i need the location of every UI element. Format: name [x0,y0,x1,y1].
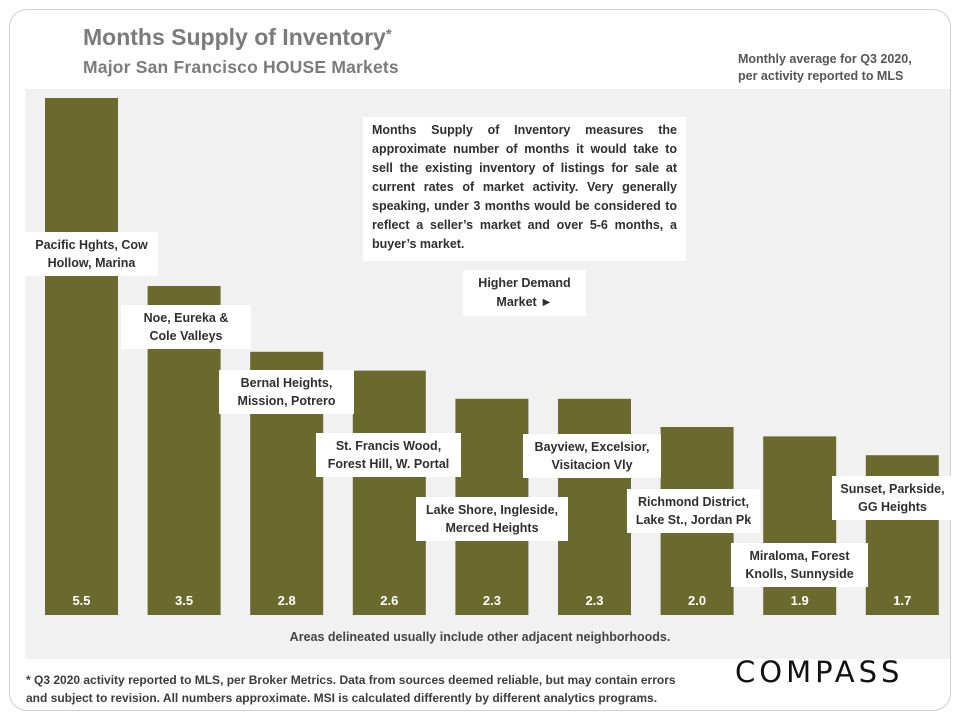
bar-value-label: 2.3 [483,593,501,608]
category-label-line: Miraloma, Forest [749,549,850,563]
period-note-line: per activity reported to MLS [738,69,904,83]
bar [763,436,837,615]
category-label-line: Pacific Hghts, Cow [35,238,148,252]
category-label: Lake Shore, Ingleside, Merced Heights [416,497,568,541]
period-note-line: Monthly average for Q3 2020, [738,52,912,66]
category-label: Noe, Eureka & Cole Valleys [121,305,251,349]
bar-value-label: 2.8 [278,593,296,608]
higher-demand-line: Market ► [496,295,553,309]
chart-subtitle: Major San Francisco HOUSE Markets [83,57,399,77]
bar [558,398,631,615]
bar-value-label: 2.0 [688,593,706,608]
higher-demand-line: Higher Demand [478,276,571,290]
higher-demand-label: Higher Demand Market ► [463,270,586,316]
category-label: Bayview, Excelsior, Visitacion Vly [523,434,661,478]
compass-logo: COMPASS [735,655,904,689]
category-label-line: GG Heights [858,500,927,514]
title-footnote-mark: * [385,26,392,43]
category-label: St. Francis Wood, Forest Hill, W. Portal [316,433,461,477]
category-label-line: Richmond District, [637,495,750,509]
bar-value-label: 1.7 [893,593,911,608]
category-label-line: Cole Valleys [149,329,223,343]
category-label-line: Bayview, Excelsior, [534,440,650,454]
category-label: Bernal Heights, Mission, Potrero [219,370,354,414]
category-label-line: Lake St., Jordan Pk [635,513,752,527]
category-label-line: St. Francis Wood, [335,439,442,453]
category-label: Miraloma, Forest Knolls, Sunnyside [731,543,868,587]
footnote-line: * Q3 2020 activity reported to MLS, per … [26,673,676,687]
category-label-line: Merced Heights [445,521,539,535]
category-label-line: Sunset, Parkside, [840,482,945,496]
category-label-line: Noe, Eureka & [143,311,229,325]
chart-title: Months Supply of Inventory* [83,24,392,50]
category-label: Pacific Hghts, Cow Hollow, Marina [25,232,158,276]
category-label-line: Bernal Heights, [240,376,333,390]
bar [352,370,426,615]
category-label-line: Knolls, Sunnyside [745,567,854,581]
areas-note: Areas delineated usually include other a… [289,630,671,644]
bar-value-label: 1.9 [791,593,809,608]
bar-value-label: 3.5 [175,593,193,608]
period-note: Monthly average for Q3 2020, per activit… [738,51,912,85]
footnote-line: and subject to revision. All numbers app… [26,691,658,705]
footnote: * Q3 2020 activity reported to MLS, per … [26,671,676,707]
description-box: Months Supply of Inventory measures the … [363,117,686,261]
category-label-line: Mission, Potrero [237,394,336,408]
category-label-line: Visitacion Vly [551,458,633,472]
category-label: Richmond District, Lake St., Jordan Pk [627,489,760,533]
bar [45,98,118,615]
bar-value-label: 2.3 [585,593,603,608]
bar-value-label: 5.5 [72,593,90,608]
bar-value-label: 2.6 [380,593,398,608]
category-label: Sunset, Parkside, GG Heights [832,476,953,520]
category-label-line: Forest Hill, W. Portal [327,457,450,471]
category-label-line: Hollow, Marina [47,256,136,270]
category-label-line: Lake Shore, Ingleside, [426,503,558,517]
